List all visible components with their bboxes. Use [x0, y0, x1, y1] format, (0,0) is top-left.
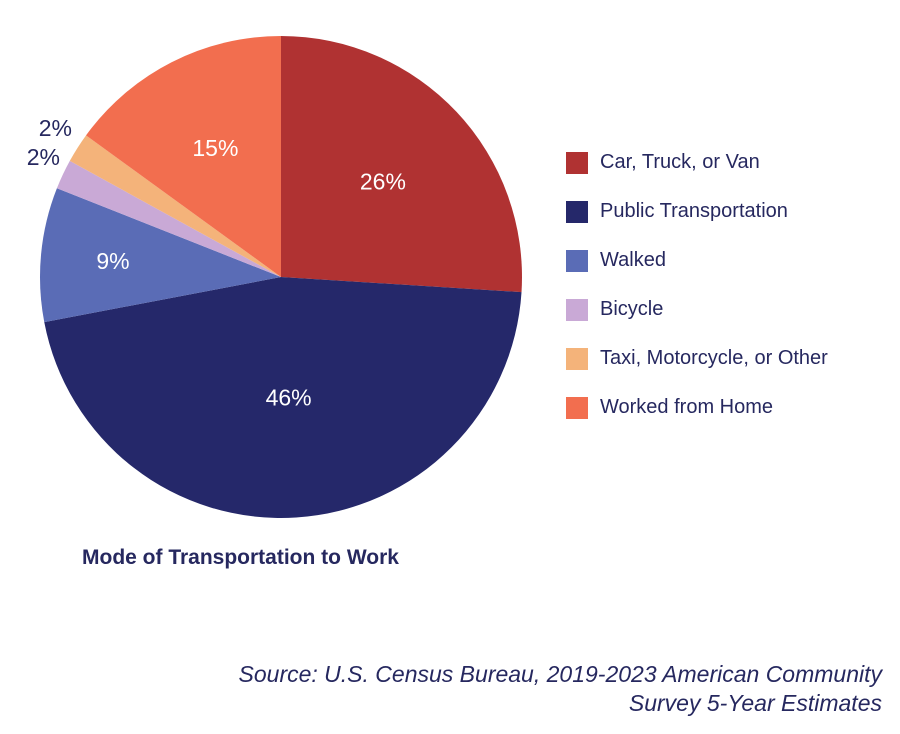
slice-label-4: 2% [27, 144, 60, 170]
source-line-2: Survey 5-Year Estimates [628, 690, 882, 716]
legend-item: Public Transportation [566, 187, 828, 236]
legend-label: Bicycle [600, 298, 664, 320]
legend-label: Car, Truck, or Van [600, 151, 760, 173]
pie-slice-1 [281, 36, 522, 293]
chart-title: Mode of Transportation to Work [82, 546, 399, 569]
legend-swatch [566, 396, 588, 419]
legend-swatch [566, 151, 588, 174]
legend: Car, Truck, or Van Public Transportation W… [566, 138, 828, 432]
legend-item: Bicycle [566, 285, 828, 334]
source-note: Source: U.S. Census Bureau, 2019-2023 Am… [239, 660, 882, 718]
legend-label: Public Transportation [600, 200, 788, 222]
source-line-1: Source: U.S. Census Bureau, 2019-2023 Am… [238, 661, 882, 687]
pie-slice-labels: 26% 46% 9% 2% 2% 15% [27, 115, 406, 410]
legend-item: Taxi, Motorcycle, or Other [566, 334, 828, 383]
legend-item: Walked [566, 236, 828, 285]
legend-label: Worked from Home [600, 396, 774, 418]
slice-label-1: 26% [360, 168, 406, 194]
pie-slice-3 [39, 188, 281, 323]
slice-label-5: 2% [39, 115, 72, 141]
legend-label: Taxi, Motorcycle, or Other [600, 347, 828, 369]
pie-slice-6 [86, 36, 281, 277]
slice-label-2: 46% [266, 384, 312, 410]
pie-slice-4 [56, 160, 281, 277]
pie-slice-5 [69, 135, 281, 277]
pie-slices [39, 36, 522, 518]
legend-label: Walked [600, 249, 666, 271]
slice-label-6: 15% [192, 135, 238, 161]
pie-slice-2 [44, 277, 522, 518]
legend-swatch [566, 298, 588, 321]
legend-swatch [566, 249, 588, 272]
legend-swatch [566, 200, 588, 223]
legend-item: Car, Truck, or Van [566, 138, 828, 187]
legend-swatch [566, 347, 588, 370]
slice-label-3: 9% [96, 248, 129, 274]
legend-item: Worked from Home [566, 383, 828, 432]
